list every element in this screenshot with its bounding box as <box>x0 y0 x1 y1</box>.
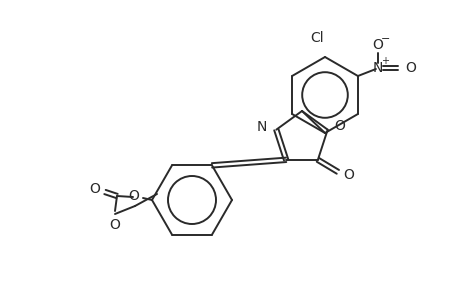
Text: +: + <box>380 56 388 66</box>
Text: O: O <box>334 119 345 133</box>
Text: O: O <box>89 182 100 196</box>
Text: N: N <box>372 61 382 75</box>
Text: Cl: Cl <box>309 31 323 45</box>
Text: O: O <box>128 189 139 203</box>
Text: O: O <box>342 168 353 182</box>
Text: N: N <box>257 120 267 134</box>
Text: O: O <box>404 61 415 75</box>
Text: O: O <box>372 38 382 52</box>
Text: −: − <box>381 34 390 44</box>
Text: O: O <box>109 218 120 232</box>
